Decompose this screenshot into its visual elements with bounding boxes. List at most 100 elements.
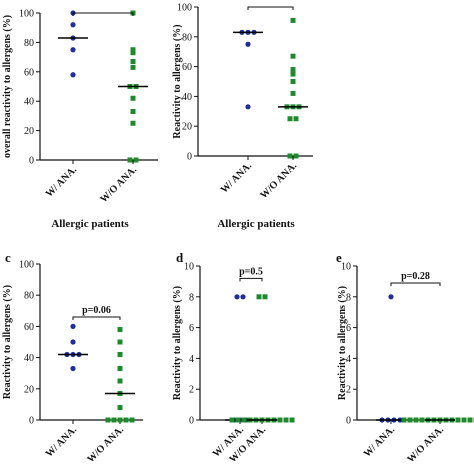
panel-c-ytick-label: 0	[29, 416, 34, 427]
panel-b-x-axis-title: Allergic patients	[217, 218, 295, 230]
panel-a-point-without-ana	[130, 95, 136, 101]
panel-d-panel-label: d	[176, 250, 184, 265]
panel-e-ytick-label: 4	[346, 354, 351, 365]
panel-c-point-without-ana	[123, 417, 129, 423]
panel-c-point-with-ana	[70, 365, 76, 372]
panel-b-point-with-ana	[245, 104, 251, 110]
panel-d-point-with-ana	[240, 294, 246, 300]
panel-b-point-without-ana	[290, 53, 296, 59]
panel-b-point-with-ana	[245, 41, 251, 47]
panel-e-category-label: W/ ANA.	[362, 424, 398, 460]
panel-b-point-without-ana	[290, 79, 296, 84]
panel-b-point-without-ana	[290, 67, 296, 73]
panel-d-ytick-label: 10	[184, 262, 194, 273]
panel-e-ytick-label: 6	[346, 323, 351, 334]
panel-c-ytick-label: 100	[19, 260, 34, 271]
panel-e-point-without-ana	[407, 417, 413, 423]
panel-d-significance-bracket	[239, 277, 263, 282]
panel-e-point-with-ana	[388, 294, 394, 300]
panel-a-x-axis-title: Allergic patients	[51, 218, 129, 230]
panel-e-point-without-ana	[419, 417, 425, 423]
panel-a-category-label: W/ ANA.	[44, 164, 80, 200]
panel-a-ytick-label: 60	[24, 67, 34, 78]
panel-d-point-without-ana	[262, 294, 268, 300]
panel-d-point-without-ana	[241, 417, 247, 423]
panel-b-point-without-ana	[290, 90, 296, 96]
panel-b-point-without-ana	[287, 153, 293, 159]
panel-b-ytick-label: 0	[187, 152, 192, 163]
panel-c-point-without-ana	[117, 366, 123, 372]
panel-b-point-without-ana	[290, 17, 296, 23]
panel-d-point-without-ana	[283, 417, 289, 423]
panel-a-point-without-ana	[130, 50, 136, 56]
panel-d-point-without-ana	[235, 417, 241, 423]
panel-e-y-axis-label: Reactivity to allergens (%)	[337, 286, 348, 400]
panel-e-category-label: W/O ANA.	[405, 424, 446, 465]
panel-b-point-without-ana	[287, 116, 293, 122]
panel-c-y-axis-label: Reactivity to allergens (%)	[2, 285, 13, 399]
panel-a-y-axis-label: overall reactivity to allergens (%)	[2, 15, 13, 158]
panel-e-ytick-label: 0	[346, 416, 351, 427]
panel-c-point-without-ana	[117, 339, 123, 345]
panel-a-ytick-label: 0	[29, 156, 34, 167]
panel-c-point-with-ana	[70, 323, 76, 329]
panel-c-point-without-ana	[111, 417, 117, 423]
panel-e-ytick-label: 10	[341, 262, 351, 273]
panel-a-point-without-ana	[130, 120, 136, 126]
panel-a-ytick-label: 80	[24, 38, 34, 49]
panel-c-ytick-label: 60	[24, 322, 34, 333]
panel-d-ytick-label: 8	[189, 292, 194, 303]
panel-c-point-without-ana	[117, 405, 123, 411]
panel-a-point-without-ana	[130, 47, 136, 53]
panel-a-point-without-ana	[133, 157, 139, 163]
panel-c-significance-bracket	[72, 316, 121, 321]
panel-a-point-without-ana	[127, 157, 133, 163]
panel-d-point-without-ana	[229, 417, 235, 423]
panel-c-ytick-label: 80	[24, 291, 34, 302]
panel-a-ytick-label: 100	[19, 9, 34, 20]
panel-a-point-without-ana	[130, 59, 136, 65]
panel-b-ytick-label: 80	[182, 32, 192, 43]
panel-b-significance-bracket	[247, 6, 294, 10]
panel-c-ytick-label: 20	[24, 384, 34, 395]
panel-d-point-without-ana	[289, 417, 295, 423]
panel-a-point-with-ana	[70, 72, 76, 78]
panel-a-point-with-ana	[70, 47, 76, 53]
panel-b-point-without-ana	[293, 153, 299, 159]
panel-c-category-label: W/ ANA.	[44, 424, 80, 460]
panel-d-p-value: p=0.5	[239, 266, 263, 277]
panel-d-y-axis-label: Reactivity to allergens (%)	[172, 286, 183, 400]
panel-d-ytick-label: 6	[189, 323, 194, 334]
panel-b-point-without-ana	[290, 71, 296, 77]
panel-a-significance-bracket	[72, 12, 134, 16]
panel-a-ytick-label: 20	[24, 126, 34, 137]
panel-b-ytick-label: 40	[182, 92, 192, 103]
panel-a-point-without-ana	[130, 64, 136, 70]
panel-e-point-without-ana	[455, 417, 461, 423]
panel-e-panel-label: e	[336, 250, 342, 265]
panel-c-ytick-label: 40	[24, 353, 34, 364]
panel-c-point-without-ana	[129, 417, 135, 423]
panel-c-point-without-ana	[117, 327, 123, 333]
panel-a-category-label: W/O ANA.	[98, 164, 139, 205]
panel-c-point-without-ana	[117, 378, 123, 384]
panel-b-ytick-label: 100	[177, 3, 192, 14]
panel-b-point-without-ana	[293, 116, 299, 122]
panel-c-category-label: W/O ANA.	[85, 424, 126, 465]
panel-c-panel-label: c	[5, 250, 11, 265]
panel-b-ytick-label: 20	[182, 122, 192, 133]
panel-e-point-without-ana	[413, 417, 419, 423]
panel-d-ytick-label: 2	[189, 385, 194, 396]
panel-d-point-with-ana	[234, 294, 240, 300]
panel-e-point-without-ana	[461, 417, 467, 423]
panel-d-ytick-label: 4	[189, 354, 194, 365]
panel-e-point-without-ana	[401, 417, 407, 423]
panel-d-point-without-ana	[277, 417, 283, 423]
panel-c-point-without-ana	[117, 417, 123, 423]
panel-c-p-value: p=0.06	[82, 305, 111, 316]
panel-c-point-with-ana	[70, 339, 76, 345]
panel-c-point-without-ana	[105, 417, 111, 423]
panel-e-ytick-label: 8	[346, 292, 351, 303]
panel-a-point-with-ana	[70, 22, 76, 28]
